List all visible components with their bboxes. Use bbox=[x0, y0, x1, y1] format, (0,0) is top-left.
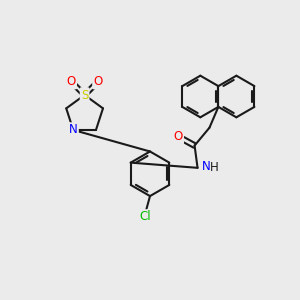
Text: O: O bbox=[174, 130, 183, 143]
Text: O: O bbox=[67, 75, 76, 88]
Text: N: N bbox=[69, 124, 78, 136]
Text: H: H bbox=[209, 161, 218, 174]
Text: N: N bbox=[202, 160, 210, 173]
Text: Cl: Cl bbox=[140, 210, 152, 224]
Text: S: S bbox=[81, 88, 88, 101]
Text: O: O bbox=[93, 75, 103, 88]
